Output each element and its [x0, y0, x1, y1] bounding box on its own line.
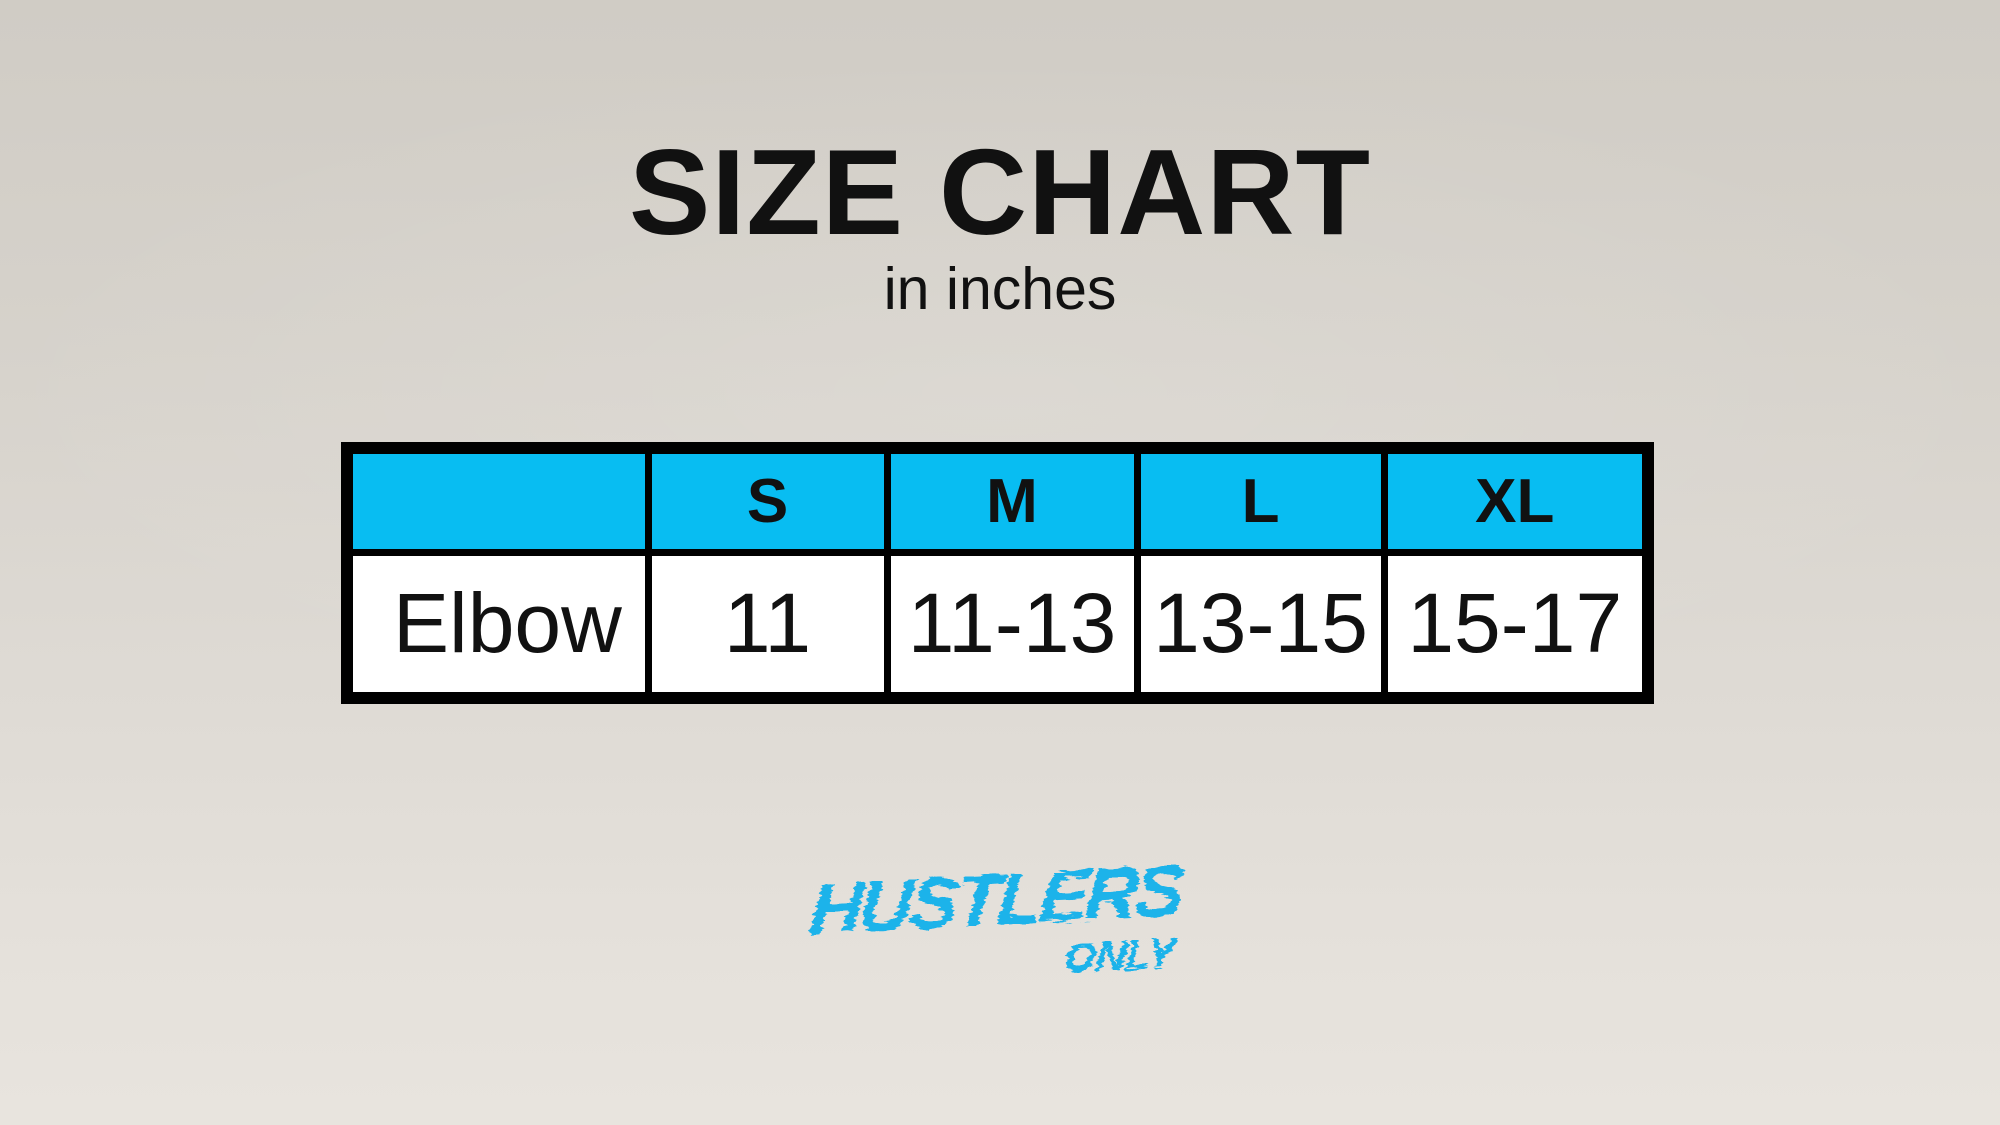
svg-text:ONLY: ONLY: [1062, 929, 1181, 982]
